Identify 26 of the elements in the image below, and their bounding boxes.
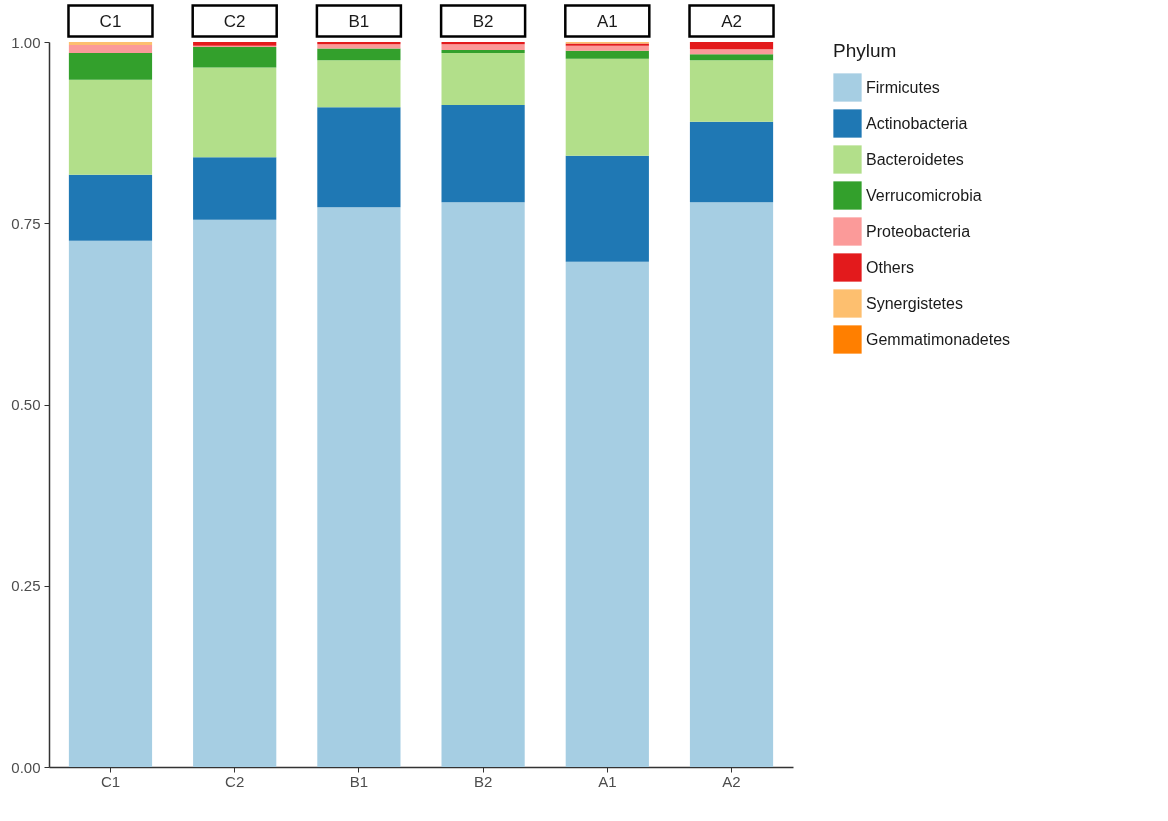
y-tick-label: 0.50 — [11, 396, 41, 413]
legend-label: Proteobacteria — [866, 222, 971, 240]
legend-label: Actinobacteria — [866, 114, 968, 132]
legend-label: Verrucomicrobia — [866, 186, 982, 204]
category-label: A2 — [721, 11, 742, 31]
x-tick-label: C2 — [225, 772, 245, 790]
y-tick-label: 0.25 — [11, 577, 41, 595]
category-label: C1 — [99, 11, 122, 31]
legend-label: Gemmatimonadetes — [866, 330, 1011, 348]
category-label: B1 — [348, 11, 370, 31]
legend-label: Others — [866, 258, 915, 276]
legend-title: Phylum — [833, 40, 897, 61]
x-tick-label: B2 — [473, 772, 493, 790]
x-tick-label: B1 — [349, 772, 369, 790]
x-tick-label: A1 — [598, 772, 617, 790]
legend-label: Synergistetes — [866, 294, 963, 312]
x-tick-label: A2 — [722, 772, 741, 790]
legend-label: Bacteroidetes — [866, 150, 964, 168]
y-tick-label: 1.00 — [11, 33, 41, 51]
y-tick-label: 0.00 — [11, 758, 41, 776]
y-tick-label: 0.75 — [11, 214, 41, 232]
legend-label: Firmicutes — [866, 78, 940, 96]
category-label: A1 — [596, 11, 618, 31]
category-label: C2 — [223, 11, 246, 31]
category-label: B2 — [472, 11, 494, 31]
x-tick-label: C1 — [100, 772, 121, 790]
